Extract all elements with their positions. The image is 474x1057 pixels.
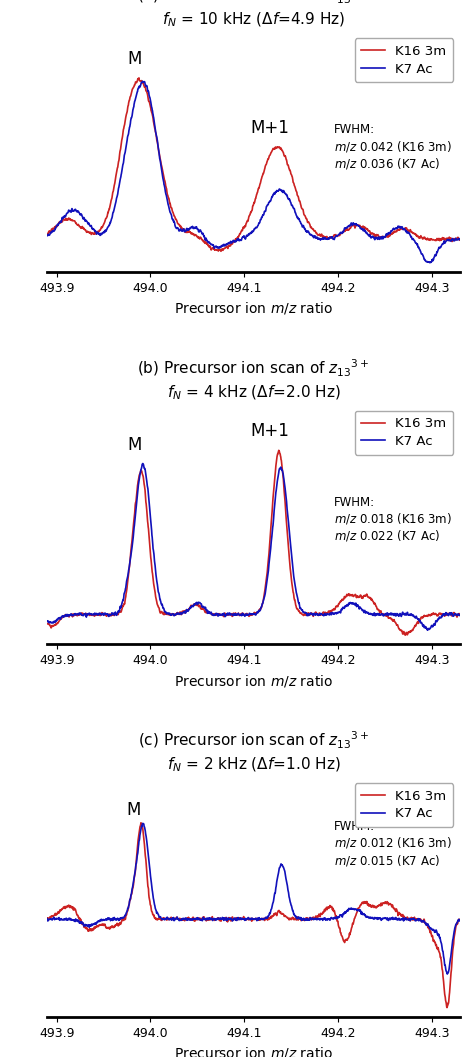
Line: K7 Ac: K7 Ac <box>38 81 469 263</box>
K7 Ac <box>86 217 92 229</box>
K7 Ac <box>228 236 233 248</box>
K7 Ac <box>228 608 233 620</box>
K7 Ac <box>219 912 224 925</box>
K16 3m <box>444 1001 450 1014</box>
K7 Ac <box>219 608 224 620</box>
Legend: K16 3m, K7 Ac: K16 3m, K7 Ac <box>355 783 453 827</box>
K7 Ac <box>466 234 472 246</box>
K7 Ac <box>35 233 41 245</box>
K16 3m <box>136 72 142 85</box>
K7 Ac <box>425 624 430 636</box>
K7 Ac <box>86 608 92 620</box>
K7 Ac <box>235 234 241 246</box>
K7 Ac <box>140 817 146 830</box>
K16 3m <box>86 609 92 622</box>
K7 Ac <box>219 240 224 253</box>
K16 3m <box>281 908 286 921</box>
K16 3m <box>218 608 224 620</box>
Line: K7 Ac: K7 Ac <box>38 823 469 975</box>
Line: K16 3m: K16 3m <box>38 450 469 635</box>
K7 Ac <box>235 912 241 925</box>
K7 Ac <box>86 920 92 932</box>
K16 3m <box>35 913 41 926</box>
K16 3m <box>69 901 74 913</box>
K16 3m <box>227 609 233 622</box>
Text: M+1: M+1 <box>250 119 289 137</box>
K16 3m <box>69 214 74 226</box>
K16 3m <box>35 231 41 244</box>
Title: (a) Precursor ion scan of $z_{13}$$^{3+}$
$f_N$ = 10 kHz ($\Delta f$=4.9 Hz): (a) Precursor ion scan of $z_{13}$$^{3+}… <box>137 0 370 30</box>
K16 3m <box>86 925 92 938</box>
K7 Ac <box>466 608 472 620</box>
K16 3m <box>466 233 472 245</box>
K7 Ac <box>35 913 41 926</box>
K7 Ac <box>140 458 146 470</box>
Title: (b) Precursor ion scan of $z_{13}$$^{3+}$
$f_N$ = 4 kHz ($\Delta f$=2.0 Hz): (b) Precursor ion scan of $z_{13}$$^{3+}… <box>137 357 370 402</box>
K16 3m <box>276 444 282 457</box>
K16 3m <box>466 912 472 925</box>
K16 3m <box>86 226 92 239</box>
Text: M: M <box>128 51 142 69</box>
K16 3m <box>219 244 224 257</box>
K16 3m <box>236 231 241 244</box>
Text: M: M <box>127 801 141 819</box>
Title: (c) Precursor ion scan of $z_{13}$$^{3+}$
$f_N$ = 2 kHz ($\Delta f$=1.0 Hz): (c) Precursor ion scan of $z_{13}$$^{3+}… <box>138 730 369 775</box>
K7 Ac <box>281 184 286 197</box>
X-axis label: Precursor ion $m/z$ ratio: Precursor ion $m/z$ ratio <box>174 1045 333 1057</box>
K16 3m <box>228 240 233 253</box>
K7 Ac <box>281 471 286 484</box>
K16 3m <box>218 245 224 258</box>
Line: K7 Ac: K7 Ac <box>38 464 469 630</box>
K7 Ac <box>69 609 74 622</box>
K16 3m <box>235 608 240 620</box>
K7 Ac <box>69 205 74 218</box>
K7 Ac <box>228 913 233 926</box>
Text: FWHM:
$m/z$ 0.042 (K16 3m)
$m/z$ 0.036 (K7 Ac): FWHM: $m/z$ 0.042 (K16 3m) $m/z$ 0.036 (… <box>334 124 452 171</box>
K16 3m <box>219 914 224 927</box>
K7 Ac <box>445 968 450 981</box>
K16 3m <box>69 609 74 622</box>
K16 3m <box>402 629 408 642</box>
Legend: K16 3m, K7 Ac: K16 3m, K7 Ac <box>355 411 453 455</box>
K16 3m <box>228 912 233 925</box>
K16 3m <box>466 608 472 620</box>
K7 Ac <box>69 913 74 926</box>
K16 3m <box>35 609 41 622</box>
K7 Ac <box>466 912 472 925</box>
Legend: K16 3m, K7 Ac: K16 3m, K7 Ac <box>355 38 453 82</box>
Text: M+1: M+1 <box>250 423 289 441</box>
Text: M: M <box>128 435 142 453</box>
K16 3m <box>138 816 144 829</box>
K7 Ac <box>235 608 241 620</box>
X-axis label: Precursor ion $m/z$ ratio: Precursor ion $m/z$ ratio <box>174 672 333 689</box>
Text: FWHM:
$m/z$ 0.018 (K16 3m)
$m/z$ 0.022 (K7 Ac): FWHM: $m/z$ 0.018 (K16 3m) $m/z$ 0.022 (… <box>334 496 452 543</box>
K16 3m <box>281 149 287 162</box>
K16 3m <box>281 478 286 490</box>
K16 3m <box>235 913 241 926</box>
K7 Ac <box>427 257 433 270</box>
Line: K16 3m: K16 3m <box>38 822 469 1007</box>
X-axis label: Precursor ion $m/z$ ratio: Precursor ion $m/z$ ratio <box>174 300 333 316</box>
K7 Ac <box>139 75 145 88</box>
K7 Ac <box>281 861 286 874</box>
Text: FWHM:
$m/z$ 0.012 (K16 3m)
$m/z$ 0.015 (K7 Ac): FWHM: $m/z$ 0.012 (K16 3m) $m/z$ 0.015 (… <box>334 820 452 868</box>
Line: K16 3m: K16 3m <box>38 78 469 252</box>
K7 Ac <box>35 609 41 622</box>
